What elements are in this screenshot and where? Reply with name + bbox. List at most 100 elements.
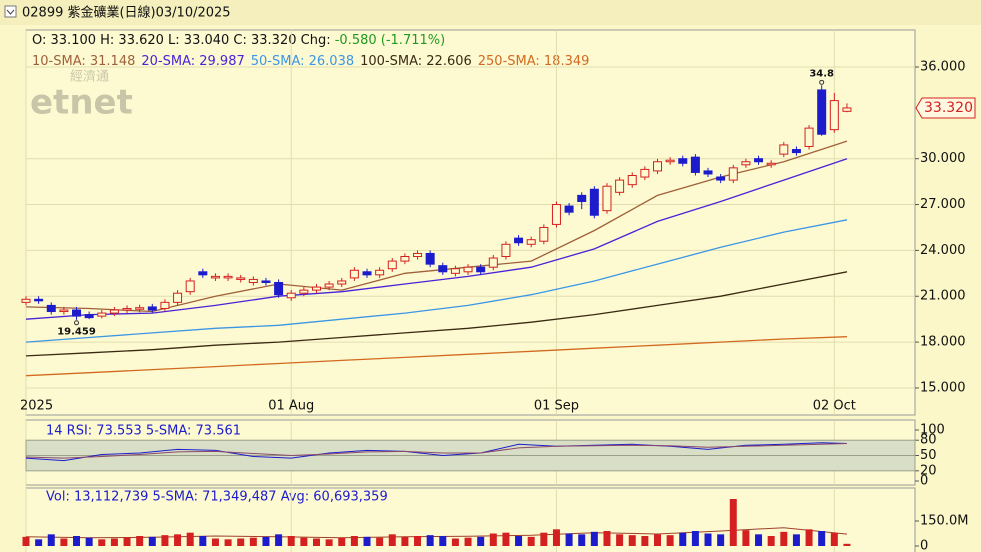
volume-bar <box>439 536 447 546</box>
x-tick-label: 01 Aug <box>268 399 314 414</box>
volume-bar <box>262 536 270 546</box>
candle-body <box>754 158 764 163</box>
volume-bar <box>830 532 838 546</box>
candle-body <box>450 268 460 274</box>
chart-title: 02899 紫金礦業(日線)03/10/2025 <box>22 5 231 21</box>
volume-bar <box>603 531 611 546</box>
volume-bar <box>767 536 775 546</box>
candle-body <box>829 100 839 131</box>
volume-bar <box>376 537 384 546</box>
volume-bar <box>464 537 472 546</box>
volume-bar <box>199 536 207 546</box>
sma-line <box>25 271 848 357</box>
candle-body <box>463 266 473 273</box>
volume-bar <box>742 530 750 546</box>
candle-body <box>791 149 801 154</box>
volume-bar <box>98 539 106 546</box>
sma-line <box>25 219 848 343</box>
annotation-label: 34.8 <box>809 69 834 80</box>
volume-bar <box>35 539 43 546</box>
volume-bar <box>755 534 763 546</box>
candle-body <box>21 298 31 303</box>
candle-body <box>627 175 637 186</box>
candle-body <box>564 205 574 213</box>
y-tick-label: 24.000 <box>920 243 966 258</box>
candle-body <box>109 309 119 314</box>
volume-bar <box>237 538 245 546</box>
main-panel <box>25 29 916 416</box>
rsi-title: 14 RSI: 73.553 5-SMA: 73.561 <box>46 424 241 439</box>
volume-bar <box>843 543 851 546</box>
candle-body <box>97 312 107 317</box>
volume-bar <box>388 534 396 546</box>
volume-bar <box>666 535 674 546</box>
volume-bar <box>312 538 320 546</box>
candle-body <box>589 188 599 216</box>
candle-body <box>59 309 69 313</box>
volume-bar <box>818 531 826 546</box>
annotation-marker <box>74 320 80 326</box>
volume-bar <box>350 536 358 546</box>
volume-bar <box>502 532 510 546</box>
watermark: etnet <box>30 83 133 123</box>
change-value: -0.580 (-1.711%) <box>335 33 445 48</box>
volume-bar <box>22 536 30 546</box>
checkbox[interactable] <box>4 5 17 18</box>
candle-body <box>526 239 536 245</box>
candle-body <box>324 283 334 288</box>
volume-bar <box>47 534 55 546</box>
y-tick-label: 36.000 <box>920 59 966 74</box>
candle-body <box>425 252 435 265</box>
candle-body <box>147 306 157 311</box>
volume-bar <box>489 533 497 546</box>
rsi-line <box>25 442 848 462</box>
candle-body <box>539 226 549 242</box>
y-tick-label: 15.000 <box>920 380 966 395</box>
candle-body <box>311 286 321 291</box>
candle-body <box>766 162 776 166</box>
volume-bar <box>401 536 409 546</box>
x-tick-label: 01 Sep <box>534 399 579 414</box>
y-tick-label: 0 <box>920 474 928 489</box>
candle-body <box>703 170 713 175</box>
legend-entry: 50-SMA: 26.038 <box>251 54 354 69</box>
header-bar <box>0 0 981 25</box>
candle-body <box>438 265 448 273</box>
legend-entry: 250-SMA: 18.349 <box>478 54 590 69</box>
volume-bar <box>565 533 573 546</box>
candle-body <box>72 309 82 317</box>
volume-bar <box>451 538 459 546</box>
volume-bar <box>477 536 485 546</box>
candle-body <box>741 161 751 166</box>
candle-body <box>34 298 44 302</box>
volume-bar <box>224 539 232 546</box>
checkbox-icon <box>6 9 15 15</box>
volume-bar <box>338 537 346 546</box>
y-tick-label: 30.000 <box>920 151 966 166</box>
candle-body <box>173 292 183 303</box>
candle-body <box>274 281 284 296</box>
candle-body <box>198 271 208 276</box>
volume-bar <box>363 536 371 546</box>
y-tick-label: 27.000 <box>920 197 966 212</box>
candle-body <box>236 277 246 280</box>
volume-bar <box>590 531 598 546</box>
volume-bar <box>60 538 68 546</box>
volume-bar <box>148 536 156 546</box>
candle-body <box>248 278 258 283</box>
candle-body <box>665 159 675 163</box>
sma-line <box>25 158 848 320</box>
y-tick-label: 150.0M <box>920 514 968 529</box>
x-tick-label: 2025 <box>20 399 53 414</box>
candle-body <box>349 269 359 279</box>
y-tick-label: 50 <box>920 448 937 463</box>
volume-bar <box>780 531 788 546</box>
watermark-cn: 經濟通 <box>70 69 109 85</box>
volume-bar <box>729 499 737 546</box>
y-tick-label: 20 <box>920 463 937 478</box>
y-tick-label: 0 <box>920 539 928 552</box>
volume-bar <box>300 537 308 546</box>
candle-body <box>387 260 397 270</box>
x-tick-label: 02 Oct <box>813 399 856 414</box>
